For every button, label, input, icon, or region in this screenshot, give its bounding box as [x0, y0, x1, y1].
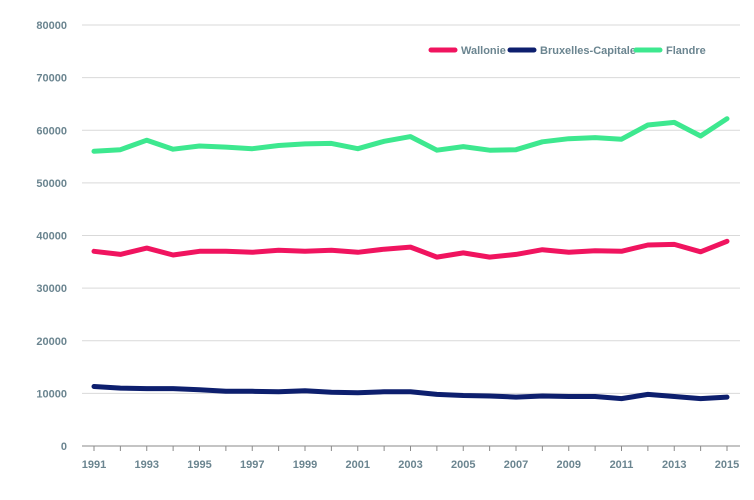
legend-label: Flandre: [666, 45, 706, 57]
series-line-wallonie: [91, 238, 730, 260]
x-tick-label: 1997: [240, 459, 264, 471]
legend-label: Bruxelles-Capitale: [540, 45, 636, 57]
y-tick-label: 80000: [36, 20, 67, 32]
x-tick-label: 2009: [557, 459, 581, 471]
x-tick-label: 2005: [451, 459, 475, 471]
x-tick-label: 1995: [187, 459, 211, 471]
y-tick-label: 10000: [36, 388, 67, 400]
x-tick-label: 1999: [293, 459, 317, 471]
y-tick-label: 0: [61, 441, 67, 453]
x-tick-label: 2011: [610, 459, 634, 471]
legend-label: Wallonie: [461, 45, 506, 57]
x-tick-label: 2001: [346, 459, 370, 471]
series-line-bruxelles-capitale: [91, 384, 730, 402]
y-tick-label: 40000: [36, 231, 67, 243]
x-tick-label: 2013: [662, 459, 686, 471]
series-line-flandre: [91, 116, 730, 154]
y-tick-label: 20000: [36, 336, 67, 348]
x-axis: 1991 1993 1995 1997 1999 2001 2003 2005 2007 2009…: [82, 445, 740, 471]
x-tick-label: 1991: [82, 459, 106, 471]
series-lines: [91, 116, 730, 402]
y-tick-label: 30000: [36, 283, 67, 295]
y-tick-label: 70000: [36, 73, 67, 85]
x-tick-label: 2007: [504, 459, 528, 471]
y-axis: 0 10000 20000 30000 40000 50000 60000 70000 8000…: [36, 20, 67, 453]
y-tick-label: 50000: [36, 178, 67, 190]
grid: [82, 24, 740, 394]
x-tick-label: 2015: [715, 459, 739, 471]
legend: Wallonie Bruxelles-Capitale Flandre: [428, 45, 706, 57]
x-tick-label: 1993: [135, 459, 159, 471]
x-tick-label: 2003: [398, 459, 422, 471]
y-tick-label: 60000: [36, 125, 67, 137]
